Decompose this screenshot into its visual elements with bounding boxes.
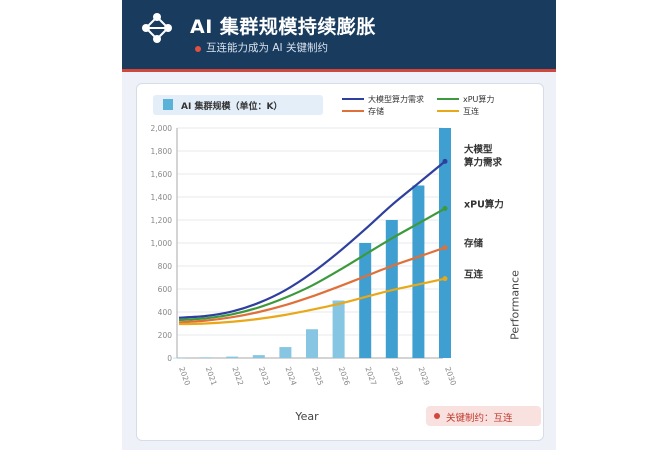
legend-bar-swatch bbox=[163, 99, 173, 110]
series-end-point bbox=[442, 206, 448, 211]
y-tick-label: 1,600 bbox=[151, 170, 173, 179]
legend-line-label: xPU算力 bbox=[463, 94, 494, 104]
y-tick-label: 800 bbox=[158, 262, 173, 271]
y-axis-title: Performance bbox=[508, 270, 522, 340]
bar bbox=[279, 347, 292, 358]
series-end-label: 算力需求 bbox=[464, 156, 503, 168]
y-tick-label: 1,200 bbox=[151, 216, 173, 225]
legend-bar-label: AI 集群规模（单位：K） bbox=[181, 100, 282, 112]
y-tick-label: 600 bbox=[158, 285, 173, 294]
series-end-point bbox=[442, 158, 448, 164]
x-tick-label: 2024 bbox=[284, 366, 299, 387]
header-accent-line bbox=[122, 69, 556, 72]
x-tick-label: 2027 bbox=[363, 366, 378, 387]
y-tick-label: 2,000 bbox=[151, 124, 173, 133]
series-end-label: 大模型 bbox=[464, 143, 493, 155]
chart-card: AI 集群规模（单位：K） 大模型算力需求 xPU算力 存储 互连 0 200 400 600 8… bbox=[136, 83, 544, 441]
bar bbox=[412, 185, 425, 358]
series-line bbox=[178, 160, 446, 319]
legend-line-label: 互连 bbox=[463, 106, 479, 116]
bar bbox=[173, 357, 185, 359]
bar bbox=[226, 356, 239, 358]
x-tick-label: 2025 bbox=[310, 366, 325, 387]
series-line bbox=[178, 246, 446, 324]
y-tick-label: 1,800 bbox=[151, 147, 173, 156]
bar bbox=[252, 355, 265, 358]
header-bar: AI 集群规模持续膨胀 互连能力成为 AI 关键制约 bbox=[122, 0, 556, 69]
legend-line-label: 存储 bbox=[368, 106, 384, 116]
y-tick-label: 400 bbox=[158, 308, 173, 317]
x-tick-label: 2022 bbox=[230, 366, 245, 387]
series-end-point bbox=[442, 245, 448, 251]
bar bbox=[359, 243, 372, 358]
x-tick-label: 2020 bbox=[177, 366, 192, 387]
y-tick-label: 200 bbox=[158, 331, 173, 340]
series-end-point bbox=[442, 276, 448, 282]
key-constraint-badge: 关键制约：互连 bbox=[426, 406, 541, 426]
x-tick-label: 2026 bbox=[337, 366, 352, 387]
bar bbox=[385, 220, 398, 358]
badge-text: 关键制约：互连 bbox=[446, 413, 513, 424]
x-tick-label: 2023 bbox=[257, 366, 272, 387]
y-tick-label: 1,400 bbox=[151, 193, 173, 202]
series-end-label: 互连 bbox=[464, 269, 484, 281]
x-tick-label: 2029 bbox=[417, 366, 432, 387]
legend-line-label: 大模型算力需求 bbox=[368, 94, 424, 104]
subtitle-bullet bbox=[195, 46, 201, 52]
x-tick-label: 2021 bbox=[204, 366, 219, 387]
bar bbox=[199, 357, 212, 358]
bar bbox=[332, 300, 345, 358]
series-line bbox=[178, 277, 446, 326]
infographic-frame: AI 集群规模持续膨胀 互连能力成为 AI 关键制约 AI 集群规模（单位：K）… bbox=[122, 0, 556, 450]
series-line bbox=[178, 207, 446, 322]
x-axis-title: Year bbox=[294, 410, 319, 423]
y-tick-label: 1,000 bbox=[151, 239, 173, 248]
series-end-label: 存储 bbox=[463, 238, 484, 250]
series-end-label: xPU算力 bbox=[464, 199, 504, 211]
badge-dot bbox=[434, 413, 440, 419]
y-tick-label: 0 bbox=[167, 354, 172, 363]
network-nodes-icon bbox=[142, 13, 172, 43]
x-tick-label: 2030 bbox=[443, 366, 458, 387]
page-title: AI 集群规模持续膨胀 bbox=[190, 16, 376, 38]
x-tick-label: 2028 bbox=[390, 366, 405, 387]
bar bbox=[439, 128, 451, 358]
legend-bar-box bbox=[153, 95, 323, 115]
bar bbox=[306, 329, 318, 358]
page-subtitle: 互连能力成为 AI 关键制约 bbox=[206, 42, 328, 54]
